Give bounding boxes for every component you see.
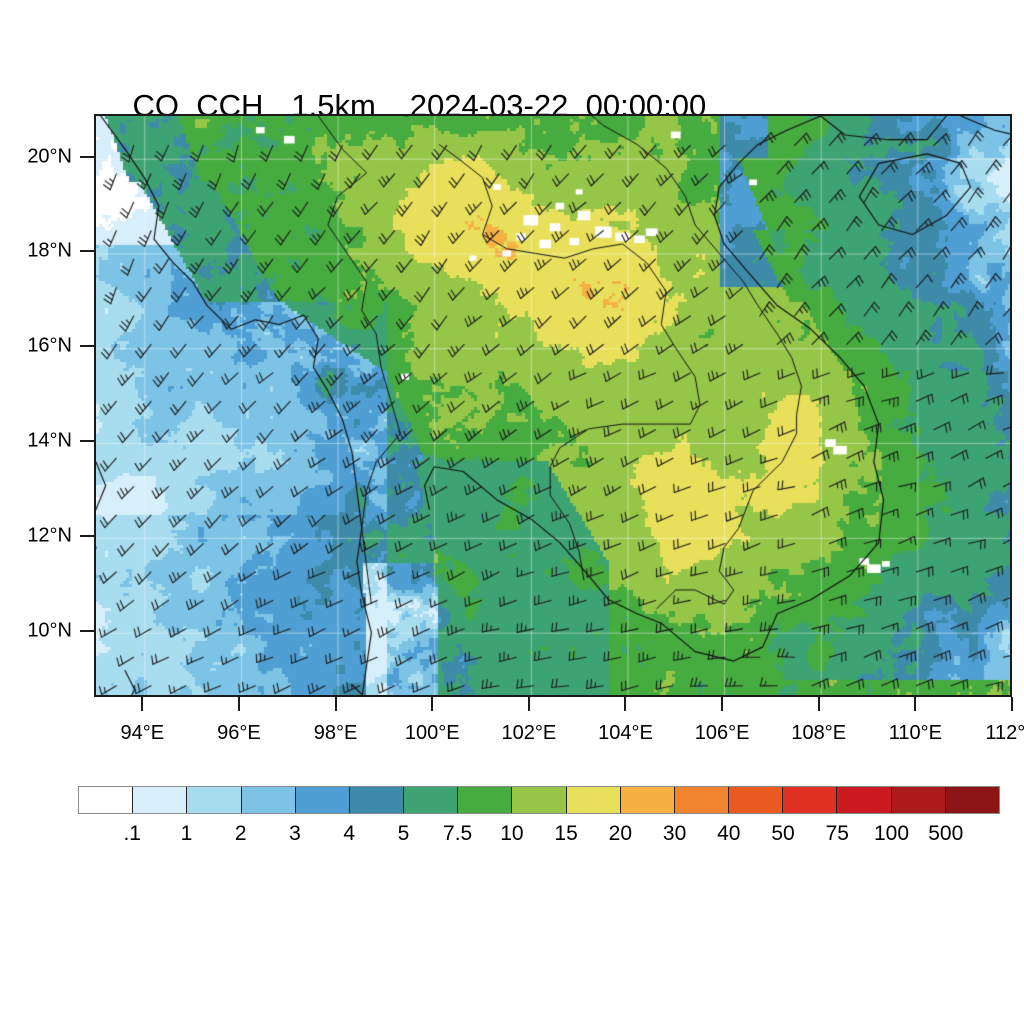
colorbar-swatch-4 bbox=[295, 787, 350, 813]
colorbar-tick-4: 4 bbox=[343, 822, 356, 845]
colorbar-swatch-1 bbox=[133, 787, 188, 813]
y-axis-label-14°N: 14°N bbox=[27, 429, 72, 452]
x-axis-tick bbox=[624, 697, 627, 711]
colorbar-tick-500: 500 bbox=[928, 822, 964, 845]
colorbar-tick-20: 20 bbox=[608, 822, 633, 845]
y-axis-label-16°N: 16°N bbox=[27, 334, 72, 357]
x-axis-tick bbox=[721, 697, 724, 711]
y-axis-tick bbox=[80, 250, 94, 253]
y-axis-label-18°N: 18°N bbox=[27, 239, 72, 262]
x-axis-tick bbox=[527, 697, 530, 711]
colorbar-tick-5: 5 bbox=[397, 822, 410, 845]
colorbar-swatch-13 bbox=[783, 787, 838, 813]
x-axis-tick bbox=[914, 697, 917, 711]
y-axis-tick bbox=[80, 629, 94, 632]
colorbar-tick-10: 10 bbox=[500, 822, 524, 845]
y-axis-label-20°N: 20°N bbox=[27, 145, 72, 168]
x-axis-label-94°E: 94°E bbox=[120, 722, 165, 744]
x-axis-label-104°E: 104°E bbox=[598, 722, 653, 744]
y-axis-tick bbox=[80, 440, 94, 443]
x-axis-label-100°E: 100°E bbox=[404, 722, 460, 744]
colorbar-swatch-5 bbox=[349, 787, 405, 813]
colorbar-tick-7.5: 7.5 bbox=[443, 822, 473, 845]
colorbar-tick-50: 50 bbox=[771, 822, 795, 845]
colorbar-tick-3: 3 bbox=[289, 822, 301, 845]
x-axis-label-98°E: 98°E bbox=[313, 722, 358, 744]
colorbar-tick-.1: .1 bbox=[123, 822, 141, 845]
co-concentration-field bbox=[96, 116, 1010, 695]
colorbar-swatch-10 bbox=[620, 787, 675, 813]
y-axis-tick bbox=[80, 155, 94, 158]
x-axis-tick bbox=[334, 697, 337, 711]
y-axis-tick bbox=[80, 534, 94, 537]
x-axis-tick bbox=[237, 697, 240, 711]
colorbar-swatch-3 bbox=[241, 787, 296, 813]
colorbar-swatch-14 bbox=[837, 787, 892, 813]
x-axis-label-110°E: 110°E bbox=[888, 722, 942, 744]
colorbar-swatch-11 bbox=[674, 787, 730, 813]
colorbar-swatch-15 bbox=[891, 787, 946, 813]
x-axis-label-96°E: 96°E bbox=[217, 722, 261, 744]
colorbar-swatch-7 bbox=[458, 787, 513, 813]
y-axis-label-12°N: 12°N bbox=[27, 524, 72, 547]
x-axis-tick bbox=[817, 697, 820, 711]
x-axis-tick bbox=[431, 697, 434, 711]
colorbar-tick-2: 2 bbox=[234, 822, 247, 845]
colorbar-swatch-6 bbox=[404, 787, 459, 813]
x-axis-tick bbox=[141, 697, 144, 711]
colorbar bbox=[78, 786, 1000, 814]
colorbar-swatch-16 bbox=[945, 787, 999, 813]
colorbar-tick-100: 100 bbox=[873, 822, 910, 845]
co-field-canvas bbox=[96, 116, 1010, 695]
colorbar-tick-75: 75 bbox=[825, 822, 849, 845]
colorbar-swatch-0 bbox=[79, 787, 134, 813]
colorbar-swatch-2 bbox=[187, 787, 242, 813]
y-axis-label-10°N: 10°N bbox=[27, 619, 72, 642]
x-axis-label-102°E: 102°E bbox=[501, 722, 557, 744]
colorbar-swatch-8 bbox=[512, 787, 567, 813]
colorbar-swatch-9 bbox=[566, 787, 621, 813]
colorbar-tick-30: 30 bbox=[662, 822, 687, 845]
colorbar-swatch-12 bbox=[729, 787, 784, 813]
colorbar-tick-1: 1 bbox=[180, 822, 193, 845]
x-axis-label-108°E: 108°E bbox=[791, 722, 847, 744]
x-axis-label-112°E: 112°E bbox=[985, 722, 1024, 744]
x-axis-label-106°E: 106°E bbox=[694, 722, 750, 744]
colorbar-tick-40: 40 bbox=[717, 822, 741, 845]
x-axis-tick bbox=[1011, 697, 1013, 711]
map-plot-area[interactable] bbox=[94, 114, 1012, 697]
colorbar-tick-15: 15 bbox=[554, 822, 578, 845]
y-axis-tick bbox=[80, 345, 94, 348]
